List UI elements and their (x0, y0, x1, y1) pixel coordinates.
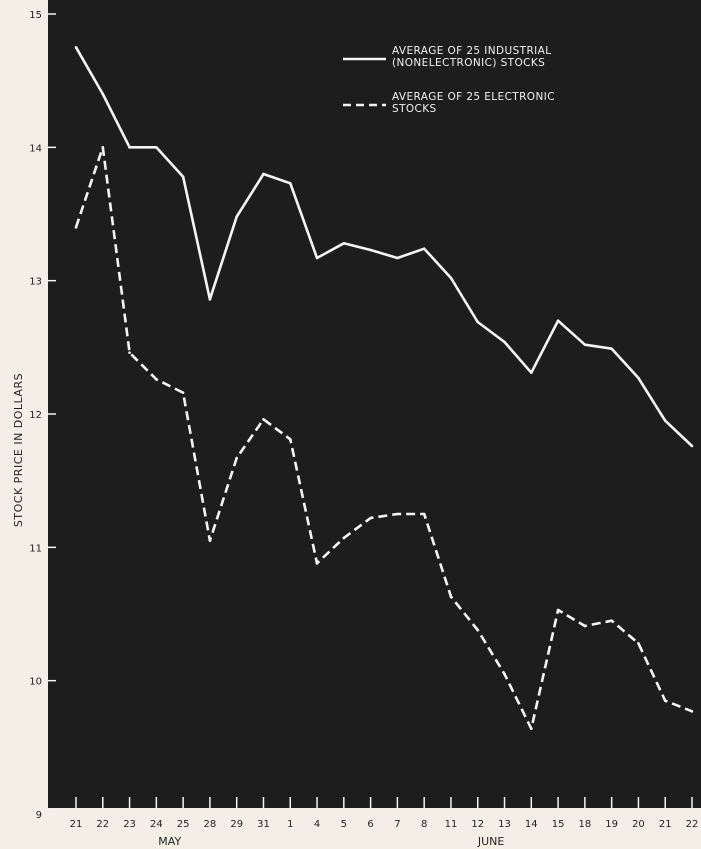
x-tick-label: 13 (498, 819, 511, 830)
data-point (369, 516, 372, 520)
data-point (503, 340, 506, 344)
data-point (449, 276, 453, 280)
data-point (583, 624, 587, 628)
x-tick-label: 22 (686, 819, 699, 830)
data-point (235, 215, 238, 218)
x-tick-label: 5 (341, 819, 347, 830)
data-point (181, 391, 185, 394)
x-tick-label: 12 (471, 819, 484, 830)
data-point (208, 539, 212, 542)
legend: AVERAGE OF 25 INDUSTRIAL(NONELECTRONIC) … (343, 45, 555, 115)
month-label: JUNE (477, 835, 505, 848)
data-point (396, 512, 399, 516)
x-tick-label: 23 (123, 819, 136, 830)
x-tick-label: 31 (257, 819, 270, 830)
data-point (610, 347, 613, 350)
data-point (637, 642, 640, 645)
data-point (396, 256, 399, 260)
data-point (556, 319, 560, 322)
data-point (476, 628, 480, 632)
data-point (690, 710, 694, 713)
y-tick-label: 11 (29, 543, 42, 554)
x-tick-label: 6 (367, 819, 373, 830)
data-point (262, 172, 265, 176)
legend-label: AVERAGE OF 25 INDUSTRIAL (392, 45, 551, 57)
y-tick-label: 9 (36, 810, 42, 821)
data-point (128, 146, 131, 149)
data-point (315, 256, 319, 260)
x-tick-label: 21 (659, 819, 672, 830)
data-point (422, 247, 426, 250)
data-point (128, 351, 131, 354)
data-point (288, 182, 292, 185)
electronic-series-line (74, 146, 693, 731)
data-point (369, 248, 372, 252)
data-point (422, 512, 426, 516)
data-point (342, 242, 346, 245)
data-point (690, 444, 694, 448)
x-tick-label: 4 (314, 819, 320, 830)
data-point (476, 320, 480, 324)
data-point (181, 175, 185, 178)
y-tick-label: 14 (29, 143, 42, 154)
x-tick-label: 28 (204, 819, 217, 830)
data-point (663, 419, 667, 422)
data-point (101, 146, 105, 149)
industrial-series-line (74, 46, 693, 447)
legend-label: STOCKS (392, 103, 437, 115)
x-axis: 21 22 23 24 25 28 29 31 1 4 5 6 7 8 11 12 13 14 15 18 19 20 21… (70, 797, 699, 848)
data-point (208, 298, 212, 301)
x-tick-label: 11 (445, 819, 458, 830)
y-tick-label: 15 (29, 10, 42, 21)
y-tick-label: 13 (29, 277, 42, 288)
data-point (155, 146, 158, 149)
data-point (530, 371, 533, 374)
x-tick-label: 18 (579, 819, 592, 830)
x-tick-label: 15 (552, 819, 565, 830)
data-point (288, 438, 292, 441)
data-point (262, 418, 265, 421)
y-axis-label: STOCK PRICE IN DOLLARS (12, 373, 25, 527)
data-point (449, 595, 453, 598)
series-layer (74, 46, 694, 731)
x-tick-label: 7 (394, 819, 400, 830)
x-tick-label: 1 (287, 819, 293, 830)
plot-panel (48, 0, 701, 808)
data-point (583, 343, 587, 346)
data-point (503, 672, 506, 676)
data-point (315, 562, 319, 565)
x-tick-label: 24 (150, 819, 163, 830)
data-point (663, 699, 667, 702)
x-tick-label: 21 (70, 819, 83, 830)
y-axis: 9 10 11 12 13 14 15 (29, 10, 56, 821)
data-point (610, 619, 613, 622)
legend-label: (NONELECTRONIC) STOCKS (392, 57, 545, 69)
data-point (556, 608, 560, 612)
data-point (235, 456, 238, 460)
x-tick-label: 22 (96, 819, 109, 830)
data-point (74, 226, 78, 229)
y-tick-label: 10 (29, 677, 42, 688)
data-point (530, 727, 533, 730)
data-point (101, 92, 105, 96)
data-point (342, 536, 346, 540)
x-tick-label: 29 (230, 819, 243, 830)
month-label: MAY (158, 835, 181, 848)
data-point (155, 378, 158, 381)
x-tick-label: 14 (525, 819, 538, 830)
x-tick-label: 20 (632, 819, 645, 830)
x-tick-label: 19 (605, 819, 618, 830)
y-tick-label: 12 (29, 410, 42, 421)
legend-label: AVERAGE OF 25 ELECTRONIC (392, 91, 555, 103)
data-point (637, 376, 640, 380)
x-tick-label: 25 (177, 819, 190, 830)
data-point (74, 46, 78, 49)
x-tick-label: 8 (421, 819, 427, 830)
